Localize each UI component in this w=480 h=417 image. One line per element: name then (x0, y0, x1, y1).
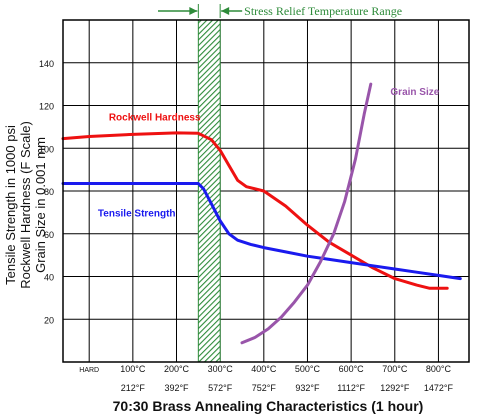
series-label-tensile-strength: Tensile Strength (98, 209, 176, 220)
x-tick-label-celsius: 300°C (208, 364, 234, 374)
x-tick-label-celsius: 400°C (251, 364, 277, 374)
x-tick-label-fahrenheit: 752°F (252, 383, 277, 393)
range-arrow-left-head (189, 7, 198, 15)
y-axis-label-line-2: Rockwell Hardness (F Scale) (18, 121, 33, 289)
x-tick-labels-celsius: HARD 100°C 200°C 300°C 400°C 500°C 600°C 700°C 8… (79, 364, 451, 374)
y-tick-label: 140 (39, 59, 54, 69)
series-line-rockwell-hardness (61, 131, 449, 290)
y-tick-label: 80 (44, 187, 54, 197)
y-tick-label: 40 (44, 273, 54, 283)
y-tick-labels: 20 40 60 80 100 120 140 (39, 59, 54, 326)
series-line-tensile-strength (61, 182, 462, 281)
chart-title: 70:30 Brass Annealing Characteristics (1… (113, 398, 424, 414)
plot-frame (62, 19, 470, 363)
y-tick-label: 120 (39, 102, 54, 112)
x-tick-label-fahrenheit: 1292°F (380, 383, 410, 393)
x-tick-label-fahrenheit: 932°F (295, 383, 320, 393)
x-tick-label-celsius: 800°C (426, 364, 452, 374)
stress-relief-band (197, 19, 221, 363)
horizontal-gridlines (63, 62, 469, 320)
stress-relief-range-label: Stress Relief Temperature Range (244, 4, 402, 18)
x-tick-label-fahrenheit: 1112°F (337, 383, 365, 393)
y-tick-label: 20 (44, 315, 54, 325)
y-axis-label-line-1: Tensile Strength in 1000 psi (3, 125, 18, 285)
y-tick-label: 60 (44, 230, 54, 240)
x-tick-label-celsius: 700°C (382, 364, 408, 374)
x-tick-labels-fahrenheit: 212°F 392°F 572°F 752°F 932°F 1112°F 1292°F 147… (121, 383, 454, 393)
x-tick-label-celsius: 100°C (120, 364, 146, 374)
x-tick-label-fahrenheit: 572°F (208, 383, 233, 393)
series-label-rockwell-hardness: Rockwell Hardness (109, 112, 201, 123)
plot-border (62, 19, 470, 363)
x-tick-label-celsius: 200°C (164, 364, 190, 374)
x-tick-label-fahrenheit: 392°F (164, 383, 189, 393)
x-tick-label-celsius: HARD (79, 367, 99, 374)
series-line-grain-size (240, 82, 373, 345)
x-tick-label-celsius: 600°C (339, 364, 365, 374)
x-tick-label-fahrenheit: 1472°F (424, 383, 454, 393)
y-tick-label: 100 (39, 144, 54, 154)
x-tick-label-celsius: 500°C (295, 364, 321, 374)
range-arrow-right-head (221, 7, 230, 15)
y-axis-label: Tensile Strength in 1000 psi Rockwell Ha… (3, 121, 48, 289)
series-labels: Rockwell Hardness Tensile Strength Grain S… (98, 87, 440, 220)
y-axis-label-line-3: Grain Size in 0.001 mm (33, 137, 48, 273)
series-label-grain-size: Grain Size (390, 87, 439, 98)
stress-relief-annotation: Stress Relief Temperature Range (158, 4, 402, 18)
stress-relief-range-band (197, 19, 221, 363)
series-layer (61, 82, 462, 345)
x-tick-label-fahrenheit: 212°F (121, 383, 146, 393)
